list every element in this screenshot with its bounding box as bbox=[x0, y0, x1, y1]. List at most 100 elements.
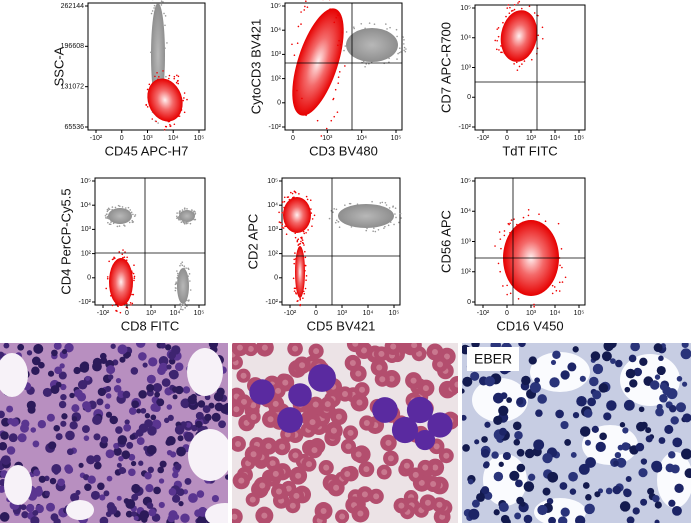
nucleus bbox=[128, 407, 137, 415]
event-dot bbox=[544, 220, 547, 223]
event-dot bbox=[498, 231, 501, 233]
eber-positive bbox=[493, 471, 504, 482]
event-dot bbox=[298, 193, 300, 195]
red-cell-center bbox=[410, 377, 417, 384]
event-dot bbox=[381, 201, 384, 204]
eber-positive bbox=[534, 377, 540, 384]
eber-positive bbox=[614, 451, 622, 459]
event-dot bbox=[168, 74, 171, 77]
y-tick-label: 10⁵ bbox=[460, 5, 471, 12]
event-dot bbox=[178, 218, 181, 220]
event-dot bbox=[389, 26, 391, 29]
event-dot bbox=[174, 289, 177, 292]
nucleus bbox=[138, 352, 147, 361]
event-dot bbox=[496, 39, 499, 42]
red-cell-center bbox=[418, 479, 425, 486]
nucleus bbox=[158, 356, 169, 366]
event-dot bbox=[398, 51, 401, 54]
nucleus bbox=[21, 511, 29, 519]
event-dot bbox=[180, 221, 183, 224]
event-dot bbox=[130, 270, 133, 272]
nucleus bbox=[124, 419, 130, 425]
event-dot bbox=[183, 92, 186, 94]
nucleus bbox=[117, 344, 128, 355]
red-cell-center bbox=[363, 466, 370, 473]
event-dot bbox=[337, 76, 340, 78]
eber-positive bbox=[628, 354, 637, 363]
fat-vacuole bbox=[66, 500, 94, 520]
fat-vacuole bbox=[188, 429, 228, 481]
nucleus bbox=[74, 389, 83, 398]
event-dot bbox=[124, 225, 126, 227]
nucleus bbox=[92, 361, 102, 372]
eber-positive bbox=[567, 362, 577, 372]
nucleus bbox=[184, 431, 194, 442]
nucleus bbox=[171, 494, 181, 503]
event-dot bbox=[302, 290, 305, 293]
event-dot bbox=[303, 244, 305, 246]
red-cell-center bbox=[265, 443, 272, 450]
event-dot bbox=[186, 299, 188, 302]
event-dot bbox=[178, 212, 181, 214]
red-cell-center bbox=[437, 361, 444, 368]
event-dot bbox=[122, 249, 124, 251]
event-dot bbox=[106, 276, 109, 278]
event-dot bbox=[353, 27, 356, 30]
nucleus bbox=[147, 466, 155, 474]
event-dot bbox=[179, 303, 182, 305]
event-dot bbox=[352, 26, 355, 28]
event-dot bbox=[180, 306, 183, 308]
nucleus bbox=[154, 391, 161, 398]
event-dot bbox=[183, 111, 186, 114]
eber-positive bbox=[623, 488, 631, 496]
fat-vacuole bbox=[657, 452, 691, 508]
event-dot bbox=[527, 214, 530, 217]
nucleus bbox=[97, 387, 107, 397]
event-dot bbox=[388, 207, 391, 209]
red-cell-center bbox=[388, 375, 395, 382]
event-dot bbox=[515, 61, 518, 64]
event-dot bbox=[111, 208, 113, 211]
eber-positive bbox=[552, 350, 561, 360]
nucleus bbox=[172, 471, 179, 479]
event-dot bbox=[389, 221, 392, 223]
nucleus bbox=[61, 413, 68, 420]
event-dot bbox=[500, 51, 502, 54]
eber-positive bbox=[514, 512, 522, 520]
nucleus bbox=[195, 420, 203, 428]
y-tick-label: 10³ bbox=[271, 51, 282, 58]
event-dot bbox=[180, 109, 183, 111]
event-dot bbox=[293, 258, 295, 261]
event-dot bbox=[106, 213, 108, 215]
eber-positive bbox=[499, 427, 507, 436]
event-dot bbox=[404, 50, 407, 53]
nucleus bbox=[113, 384, 122, 393]
event-dot bbox=[394, 213, 396, 215]
event-dot bbox=[175, 281, 177, 284]
eber-positive bbox=[462, 444, 470, 452]
nucleus bbox=[20, 504, 27, 511]
y-axis-label: CytoCD3 BV421 bbox=[248, 19, 263, 114]
nucleus bbox=[110, 343, 116, 349]
nucleus bbox=[135, 343, 146, 348]
nucleus bbox=[35, 485, 43, 492]
event-dot bbox=[133, 279, 135, 282]
fat-vacuole bbox=[483, 454, 527, 506]
nucleus bbox=[158, 501, 165, 509]
population-gray bbox=[177, 268, 189, 304]
red-cell-center bbox=[272, 400, 279, 407]
event-dot bbox=[107, 217, 110, 220]
event-dot bbox=[385, 23, 387, 25]
lymphocyte bbox=[427, 412, 453, 438]
nucleus bbox=[211, 494, 220, 503]
eber-positive bbox=[659, 393, 668, 403]
nucleus bbox=[196, 515, 207, 523]
red-cell-center bbox=[324, 401, 331, 408]
eber-positive bbox=[649, 380, 660, 390]
eber-positive bbox=[590, 351, 601, 361]
nucleus bbox=[100, 436, 109, 444]
event-dot bbox=[133, 275, 136, 278]
event-dot bbox=[384, 201, 387, 204]
nucleus bbox=[188, 493, 198, 503]
nucleus bbox=[225, 474, 228, 480]
